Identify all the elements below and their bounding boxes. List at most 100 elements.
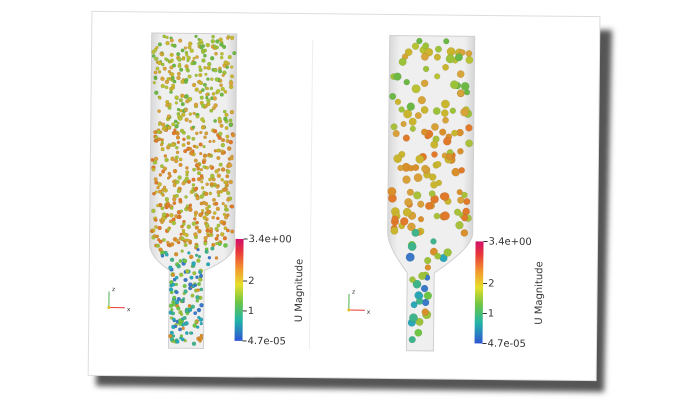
particle <box>156 238 161 242</box>
particle <box>204 72 208 76</box>
particle <box>151 167 156 172</box>
sheet: 3.4e+00 2 1 4.7e-05 U Magnitude z x 3.4e+00 2 1 4… <box>87 10 601 382</box>
particle <box>188 331 193 335</box>
particle <box>213 103 218 108</box>
particle <box>417 96 426 105</box>
particle <box>178 327 183 332</box>
particle <box>151 54 156 58</box>
particle <box>184 176 190 181</box>
particle <box>460 82 470 91</box>
colorbar <box>474 241 484 344</box>
particle <box>198 277 203 282</box>
particle <box>441 109 449 117</box>
particle <box>180 101 185 107</box>
particle <box>165 35 169 40</box>
particle <box>221 44 227 50</box>
particle <box>205 228 210 233</box>
particle <box>390 123 398 131</box>
particle <box>180 48 185 53</box>
particle <box>188 203 193 207</box>
particle <box>187 96 193 102</box>
particle <box>178 98 184 103</box>
particle <box>420 284 429 293</box>
particle <box>205 42 211 48</box>
particle <box>182 283 187 289</box>
particle <box>174 299 180 305</box>
particle <box>163 154 168 158</box>
particle <box>188 112 193 116</box>
particle <box>199 130 203 135</box>
particle <box>460 229 469 237</box>
particle <box>186 135 191 140</box>
particle <box>198 90 203 94</box>
particle <box>170 206 174 210</box>
particle <box>402 207 412 217</box>
particle <box>161 193 165 197</box>
particle <box>406 188 414 196</box>
particle <box>228 84 234 90</box>
particle <box>179 272 184 277</box>
particle <box>153 76 158 81</box>
particle <box>158 247 163 252</box>
particle <box>192 60 197 66</box>
particle <box>443 248 452 257</box>
particle <box>226 169 231 174</box>
particle <box>153 156 159 162</box>
colorbar <box>234 238 244 341</box>
particle <box>156 203 160 208</box>
particle <box>198 335 204 341</box>
particle <box>219 42 224 47</box>
particle <box>171 282 176 287</box>
particle <box>206 98 211 103</box>
particle <box>203 191 209 197</box>
particle <box>417 216 425 223</box>
particle <box>171 83 175 88</box>
particle <box>180 224 184 229</box>
panel: 3.4e+00 2 1 4.7e-05 U Magnitude z x <box>107 32 305 350</box>
particle <box>219 189 224 194</box>
particle <box>455 220 464 230</box>
particle <box>393 154 403 164</box>
particle <box>183 79 188 84</box>
particle <box>402 134 410 142</box>
particle <box>176 263 181 269</box>
particle <box>223 116 228 122</box>
particle <box>400 120 407 128</box>
particle <box>219 232 225 237</box>
particle <box>209 233 214 238</box>
particle <box>199 167 204 172</box>
particle <box>229 156 234 161</box>
particle <box>175 135 181 140</box>
particle <box>200 103 206 109</box>
particle <box>421 164 430 173</box>
particle <box>160 76 165 82</box>
particle <box>174 193 179 198</box>
particle <box>441 99 450 109</box>
particle <box>179 93 185 99</box>
particle <box>183 277 188 283</box>
particle <box>460 107 470 117</box>
particle <box>422 65 430 73</box>
particle <box>153 48 158 53</box>
particle <box>191 149 195 153</box>
particle <box>198 38 203 43</box>
particle <box>211 177 216 182</box>
particle <box>430 238 437 245</box>
particle <box>457 196 465 204</box>
particle <box>199 173 204 178</box>
particle <box>199 95 204 100</box>
particle <box>434 45 442 53</box>
particle <box>229 109 235 115</box>
particle <box>172 168 178 174</box>
particle <box>216 155 221 161</box>
particle <box>454 53 463 62</box>
particle <box>181 326 185 331</box>
particle <box>218 37 223 42</box>
particle <box>155 66 160 71</box>
particle <box>457 89 465 97</box>
particle <box>428 190 436 198</box>
particle <box>223 180 228 185</box>
particle <box>181 181 186 186</box>
particle <box>200 88 205 93</box>
particle <box>217 193 221 198</box>
